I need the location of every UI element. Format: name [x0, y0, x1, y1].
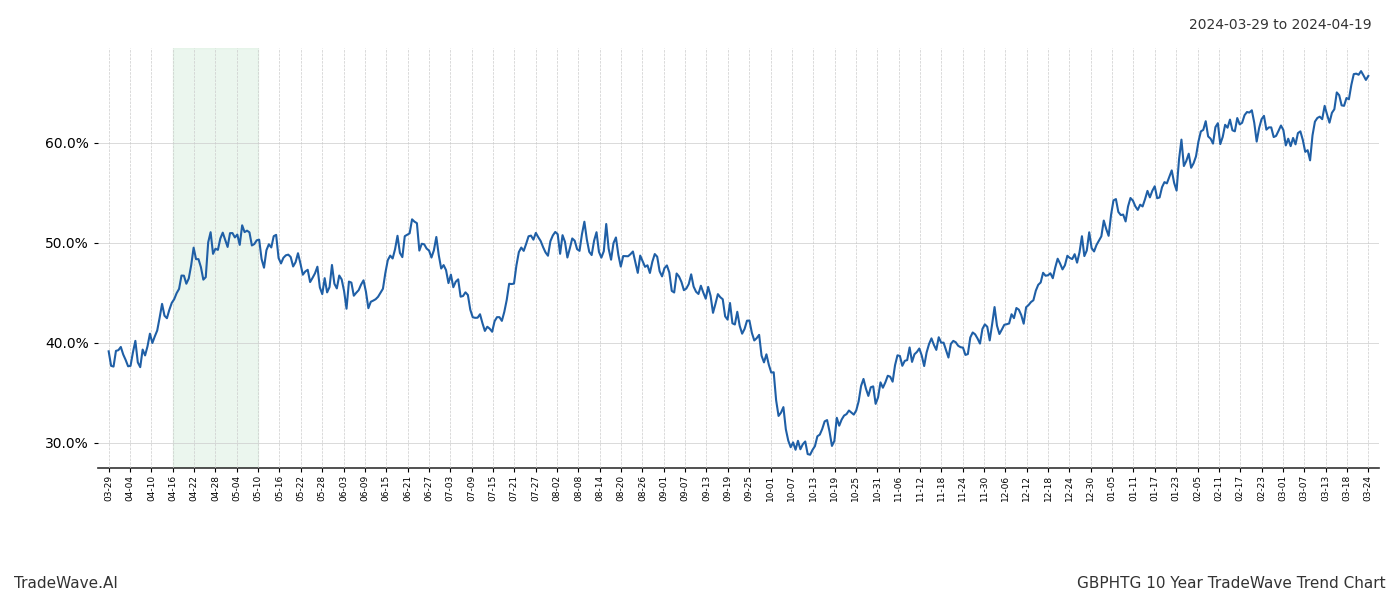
Text: 2024-03-29 to 2024-04-19: 2024-03-29 to 2024-04-19	[1190, 18, 1372, 32]
Bar	[172, 48, 258, 468]
Text: GBPHTG 10 Year TradeWave Trend Chart: GBPHTG 10 Year TradeWave Trend Chart	[1078, 576, 1386, 591]
Text: TradeWave.AI: TradeWave.AI	[14, 576, 118, 591]
